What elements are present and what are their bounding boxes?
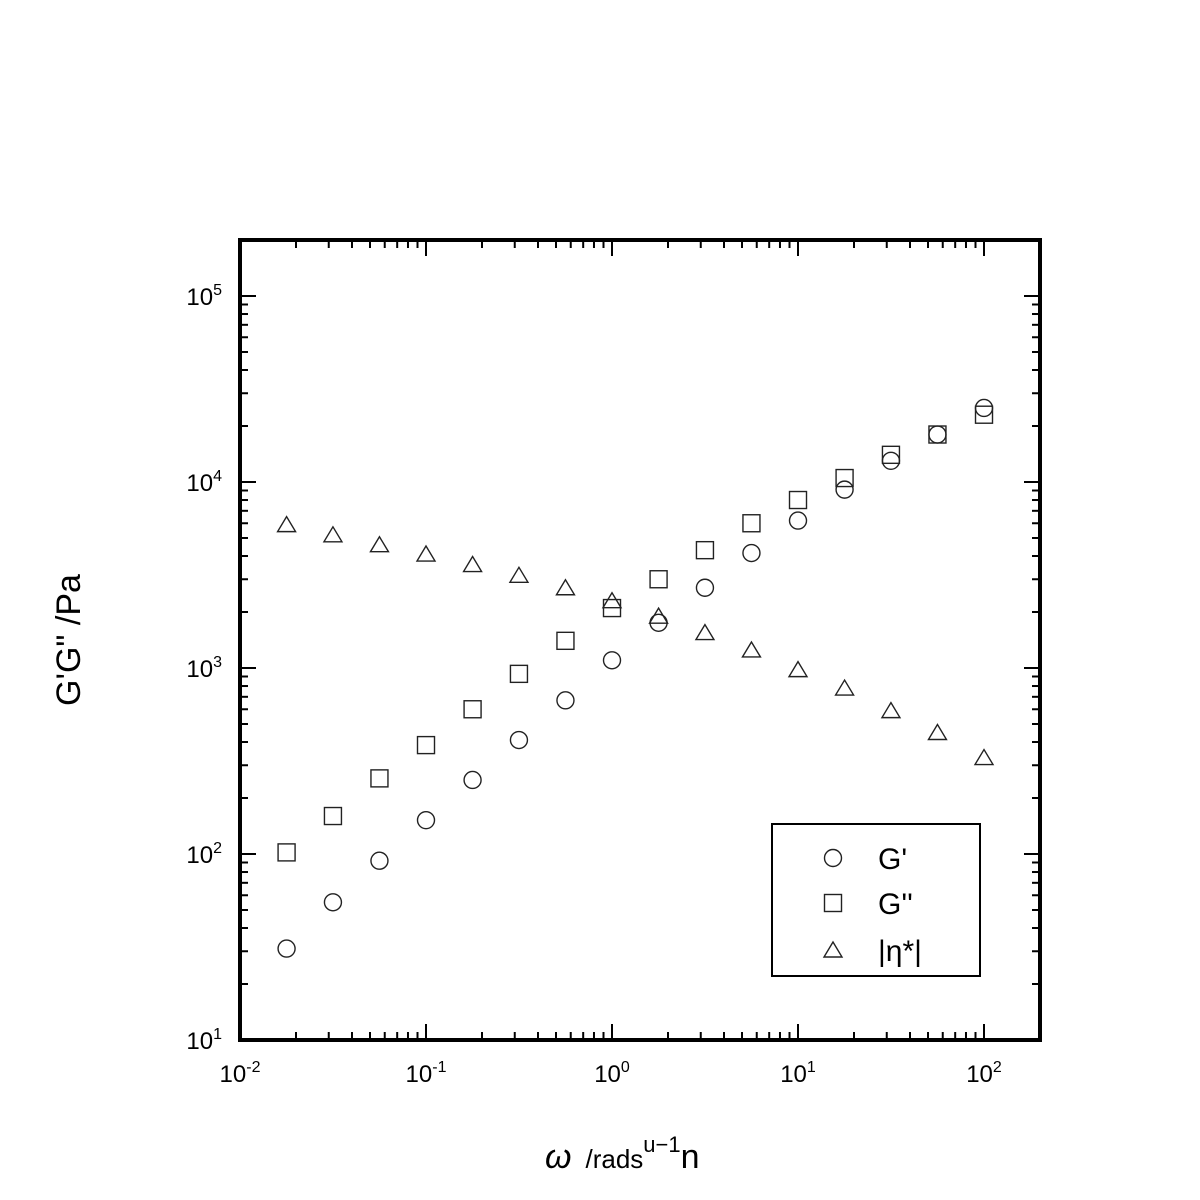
x-tick-label: 100 xyxy=(594,1059,630,1088)
plot-area xyxy=(238,238,1042,1042)
data-point-triangle xyxy=(648,606,669,624)
data-point-circle xyxy=(928,425,947,444)
data-point-square xyxy=(556,631,575,651)
y-tick-label: 104 xyxy=(186,468,222,497)
data-point-circle xyxy=(835,480,854,499)
data-point-triangle xyxy=(508,565,530,584)
y-tick-label: 103 xyxy=(186,654,222,683)
data-point-square xyxy=(649,570,668,589)
data-point-circle xyxy=(416,810,436,830)
x-tick-label: 10-2 xyxy=(220,1059,261,1088)
series-square xyxy=(277,405,994,862)
data-point-triangle xyxy=(415,544,437,562)
data-point-circle xyxy=(556,691,575,710)
x-tick-label: 101 xyxy=(780,1059,816,1088)
data-point-square xyxy=(277,843,296,862)
x-tick-label: 102 xyxy=(966,1059,1002,1088)
data-point-triangle xyxy=(601,591,623,609)
y-axis-title: G'G" /Pa xyxy=(50,574,88,706)
data-point-circle xyxy=(463,770,482,790)
data-markers xyxy=(276,398,995,958)
data-point-triangle xyxy=(694,623,716,641)
data-point-square xyxy=(835,468,854,488)
data-point-circle xyxy=(323,893,343,912)
y-tick-label: 101 xyxy=(186,1026,222,1055)
legend-label: |η*| xyxy=(878,935,922,968)
data-point-triangle xyxy=(741,640,762,658)
y-tick-label: 105 xyxy=(186,282,222,311)
series-triangle xyxy=(276,515,995,766)
plot-frame xyxy=(238,238,1042,1042)
data-point-triangle xyxy=(787,660,809,678)
data-point-triangle xyxy=(322,525,344,543)
data-point-circle xyxy=(788,511,808,530)
data-point-circle xyxy=(742,543,761,563)
legend-marker-triangle xyxy=(822,940,844,958)
x-tick-label: 10-1 xyxy=(406,1059,447,1088)
series-circle xyxy=(277,398,994,958)
data-point-triangle xyxy=(834,678,855,696)
data-point-square xyxy=(416,735,436,755)
data-point-square xyxy=(370,769,389,788)
legend-marker-square xyxy=(823,893,843,913)
data-point-circle xyxy=(974,398,994,418)
data-point-triangle xyxy=(973,748,995,766)
legend-marker-circle xyxy=(823,848,843,868)
legend: G' G'' |η*| xyxy=(771,823,981,977)
data-point-square xyxy=(695,540,715,560)
data-point-square xyxy=(463,700,482,719)
data-point-square xyxy=(323,806,343,826)
data-point-circle xyxy=(277,939,296,958)
data-point-triangle xyxy=(369,535,390,553)
x-axis-title-symbol: ω xyxy=(545,1138,571,1176)
data-point-square xyxy=(509,664,529,684)
data-point-circle xyxy=(881,451,901,471)
y-axis: 101 102 103 104 105 xyxy=(186,239,1040,1055)
x-axis-title-sup: u−1 xyxy=(643,1132,680,1157)
data-point-triangle xyxy=(276,515,297,533)
y-tick-label: 102 xyxy=(186,840,222,869)
legend-label: G' xyxy=(878,843,907,876)
data-point-triangle xyxy=(462,555,483,573)
data-point-square xyxy=(742,514,761,533)
data-point-circle xyxy=(695,578,715,597)
data-point-triangle xyxy=(880,701,902,719)
x-axis-title-unit: /rads xyxy=(585,1144,643,1174)
data-point-triangle xyxy=(555,578,576,596)
x-axis-title: ω/radsu−1n xyxy=(545,1132,700,1176)
data-point-square xyxy=(881,445,901,465)
x-axis-title-tail: n xyxy=(681,1138,700,1176)
data-point-circle xyxy=(509,730,529,750)
data-point-triangle xyxy=(927,723,948,741)
legend-label: G'' xyxy=(878,888,913,921)
data-point-square xyxy=(788,490,808,510)
legend-box xyxy=(771,823,981,977)
x-axis: 10-2 10-1 100 101 102 xyxy=(220,240,1041,1088)
data-point-square xyxy=(928,425,947,444)
data-point-circle xyxy=(602,651,622,670)
data-point-square xyxy=(974,405,994,424)
data-point-circle xyxy=(370,851,389,870)
